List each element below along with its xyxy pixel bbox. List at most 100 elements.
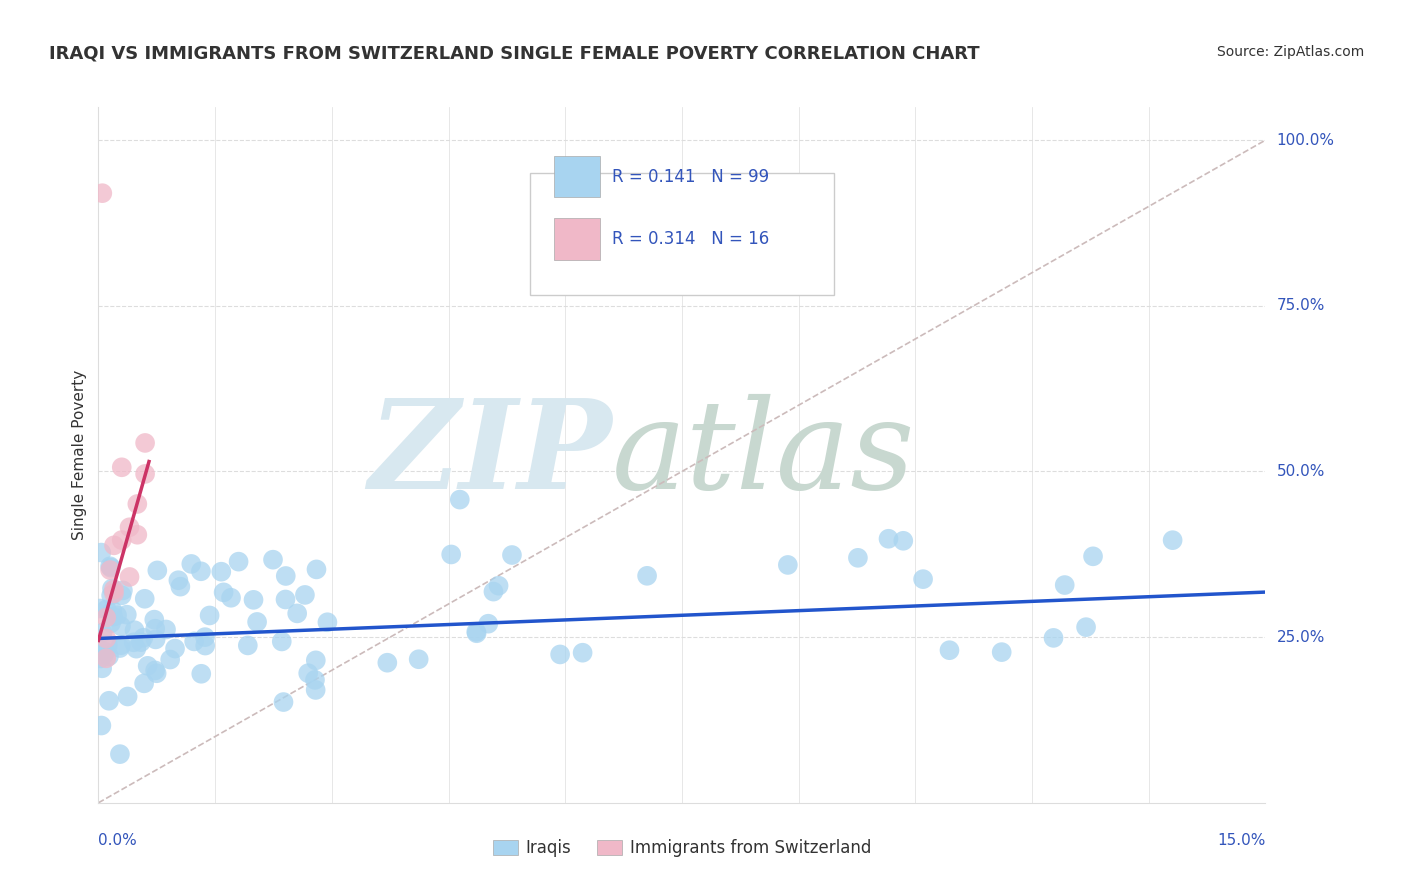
Point [1053,578,1076,592]
Point [127,497,149,511]
Point [938,643,960,657]
Point [891,533,914,548]
Text: 50.0%: 50.0% [1277,464,1324,479]
Point [105,608,128,623]
Point [108,747,131,761]
Point [1081,549,1104,564]
Point [159,652,181,666]
Point [110,619,132,633]
Point [103,582,125,597]
Point [146,563,169,577]
Point [103,609,125,624]
Point [132,676,155,690]
Point [488,579,510,593]
Point [305,562,328,576]
Point [571,646,593,660]
Point [97,638,120,652]
Y-axis label: Single Female Poverty: Single Female Poverty [72,370,87,540]
Point [132,631,155,645]
Point [477,616,499,631]
Point [115,607,138,622]
Bar [554,219,600,260]
Point [465,626,488,640]
Point [180,557,202,571]
Point [98,559,121,574]
Point [89,601,111,615]
Point [111,460,134,475]
FancyBboxPatch shape [530,173,834,295]
Text: 75.0%: 75.0% [1277,298,1324,313]
Point [183,634,205,648]
Point [125,641,148,656]
Point [274,569,297,583]
Text: Source: ZipAtlas.com: Source: ZipAtlas.com [1216,45,1364,59]
Point [111,533,134,547]
Point [501,548,523,562]
Text: IRAQI VS IMMIGRANTS FROM SWITZERLAND SINGLE FEMALE POVERTY CORRELATION CHART: IRAQI VS IMMIGRANTS FROM SWITZERLAND SIN… [49,45,980,62]
Point [274,592,297,607]
Point [101,582,124,596]
Text: 0.0%: 0.0% [98,833,138,848]
Point [117,690,139,704]
Point [101,603,124,617]
Point [316,615,339,630]
Point [877,532,900,546]
Point [1161,533,1184,548]
Point [98,694,121,708]
Point [91,186,114,201]
Point [375,656,398,670]
Point [96,632,118,646]
Point [143,622,166,636]
Point [122,635,145,649]
Point [169,580,191,594]
Point [96,651,118,665]
Point [990,645,1012,659]
Point [212,585,235,599]
Point [912,572,935,586]
Point [449,492,471,507]
Point [98,563,121,577]
Point [134,467,156,481]
Text: R = 0.141   N = 99: R = 0.141 N = 99 [612,168,769,186]
Text: ZIP: ZIP [368,394,612,516]
Point [776,558,799,572]
Point [219,591,242,605]
Point [194,630,217,644]
Point [155,623,177,637]
Point [100,560,122,574]
Point [636,569,658,583]
Point [136,658,159,673]
Point [482,584,505,599]
Point [91,625,114,640]
Text: 25.0%: 25.0% [1277,630,1324,645]
Point [100,589,122,603]
Point [118,570,141,584]
Point [98,649,121,664]
Point [242,592,264,607]
Point [111,588,134,602]
Point [129,635,152,649]
Point [134,591,156,606]
Point [91,661,114,675]
Point [262,552,284,566]
Point [228,555,250,569]
Point [90,545,112,559]
Point [167,573,190,587]
Point [103,586,125,600]
Point [90,651,112,665]
Point [127,527,149,541]
Point [103,538,125,552]
Point [110,638,132,652]
Point [145,632,167,647]
Point [165,641,187,656]
Point [194,639,217,653]
Point [246,615,269,629]
Point [93,648,115,662]
Point [143,613,166,627]
Point [111,583,134,598]
Point [285,607,308,621]
Point [143,664,166,678]
Point [548,648,571,662]
Point [465,624,488,639]
Point [273,695,295,709]
